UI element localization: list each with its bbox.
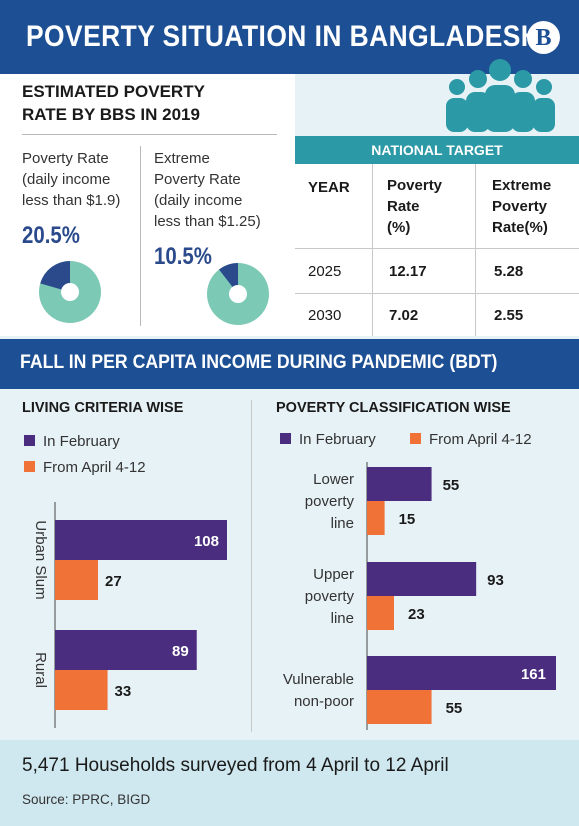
- table-cell-poverty: 12.17: [389, 263, 427, 280]
- bar-february: [55, 520, 227, 560]
- legend-swatch: [410, 433, 421, 444]
- data-label: 93: [487, 572, 504, 589]
- category-label: poverty: [305, 493, 355, 510]
- poverty-donut-value-slice: [40, 261, 70, 292]
- chart-living-criteria: 108 27 Urban Slum 89 33 Rural: [32, 502, 227, 728]
- data-label: 161: [521, 666, 546, 683]
- table-cell-year: 2025: [308, 263, 342, 280]
- table-header-extreme: Extreme Poverty Rate(%): [492, 177, 552, 236]
- extreme-donut-hole: [229, 285, 247, 303]
- poverty-rate-donut: [39, 261, 101, 323]
- data-label: 55: [446, 700, 463, 717]
- page-title: POVERTY SITUATION IN BANGLADESH: [26, 20, 541, 53]
- table-cell-extreme: 5.28: [494, 263, 524, 280]
- category-label: line: [331, 610, 354, 627]
- section-title: FALL IN PER CAPITA INCOME DURING PANDEMI…: [20, 352, 498, 373]
- table-divider: [475, 164, 476, 336]
- survey-note: 5,471 Households surveyed from 4 April t…: [22, 755, 449, 776]
- table-header-poverty: Poverty Rate (%): [387, 177, 443, 236]
- category-label: Vulnerable: [283, 671, 354, 688]
- poverty-donut-hole: [61, 283, 79, 301]
- source-note: Source: PPRC, BIGD: [22, 792, 151, 807]
- table-header-year: YEAR: [308, 179, 350, 196]
- chart-title-poverty-class: POVERTY CLASSIFICATION WISE: [276, 400, 511, 416]
- category-label: Urban Slum: [32, 520, 49, 599]
- table-divider: [295, 248, 579, 249]
- data-label: 27: [105, 573, 122, 590]
- legend-item-april: From April 4-12: [410, 431, 532, 448]
- brand-logo-icon: B: [527, 21, 560, 54]
- legend-item-february: In February: [280, 431, 376, 448]
- national-target-table: [295, 164, 579, 336]
- divider: [22, 134, 277, 135]
- chart-title-living: LIVING CRITERIA WISE: [22, 400, 184, 416]
- legend-swatch: [280, 433, 291, 444]
- data-label: 89: [172, 643, 189, 660]
- poverty-rate-label: Poverty Rate (daily income less than $1.…: [22, 150, 121, 209]
- category-label: Lower: [313, 471, 354, 488]
- legend-swatch: [24, 435, 35, 446]
- legend-item-april: From April 4-12: [24, 459, 146, 476]
- legend-swatch: [24, 461, 35, 472]
- category-label: poverty: [305, 588, 355, 605]
- table-cell-poverty: 7.02: [389, 307, 419, 324]
- bar-april: [55, 670, 108, 710]
- estimate-heading: ESTIMATED POVERTY RATE BY BBS IN 2019: [22, 82, 205, 124]
- bar-april: [55, 560, 98, 600]
- category-label: Rural: [32, 652, 49, 688]
- table-divider: [295, 293, 579, 294]
- category-label: Upper: [313, 566, 354, 583]
- bar-april: [367, 596, 394, 630]
- data-label: 108: [194, 533, 219, 550]
- bar-february: [367, 656, 556, 690]
- bar-february: [367, 467, 432, 501]
- category-label: line: [331, 515, 354, 532]
- bar-february: [55, 630, 197, 670]
- bar-april: [367, 501, 385, 535]
- divider: [140, 146, 141, 326]
- extreme-poverty-rate-donut: [207, 263, 269, 325]
- extreme-donut-value-slice: [218, 263, 238, 294]
- poverty-rate-value: 20.5%: [22, 222, 80, 249]
- data-label: 33: [115, 683, 132, 700]
- people-icon: [446, 59, 555, 132]
- extreme-poverty-rate-value: 10.5%: [154, 243, 212, 270]
- header: [0, 0, 579, 74]
- data-label: 15: [399, 511, 416, 528]
- legend-item-february: In February: [24, 433, 120, 450]
- bar-april: [367, 690, 432, 724]
- data-label: 23: [408, 606, 425, 623]
- national-target-title: NATIONAL TARGET: [295, 136, 579, 164]
- category-label: non-poor: [294, 693, 354, 710]
- extreme-poverty-rate-label: Extreme Poverty Rate (daily income less …: [154, 150, 261, 230]
- footer: [0, 740, 579, 826]
- divider: [251, 400, 252, 732]
- table-divider: [372, 164, 373, 336]
- table-cell-extreme: 2.55: [494, 307, 524, 324]
- table-cell-year: 2030: [308, 307, 342, 324]
- chart-poverty-classification: 55 15 Lower poverty line 93 23 Upper poverty line…: [283, 462, 556, 730]
- data-label: 55: [443, 477, 460, 494]
- section-band: [0, 339, 579, 389]
- bar-february: [367, 562, 477, 596]
